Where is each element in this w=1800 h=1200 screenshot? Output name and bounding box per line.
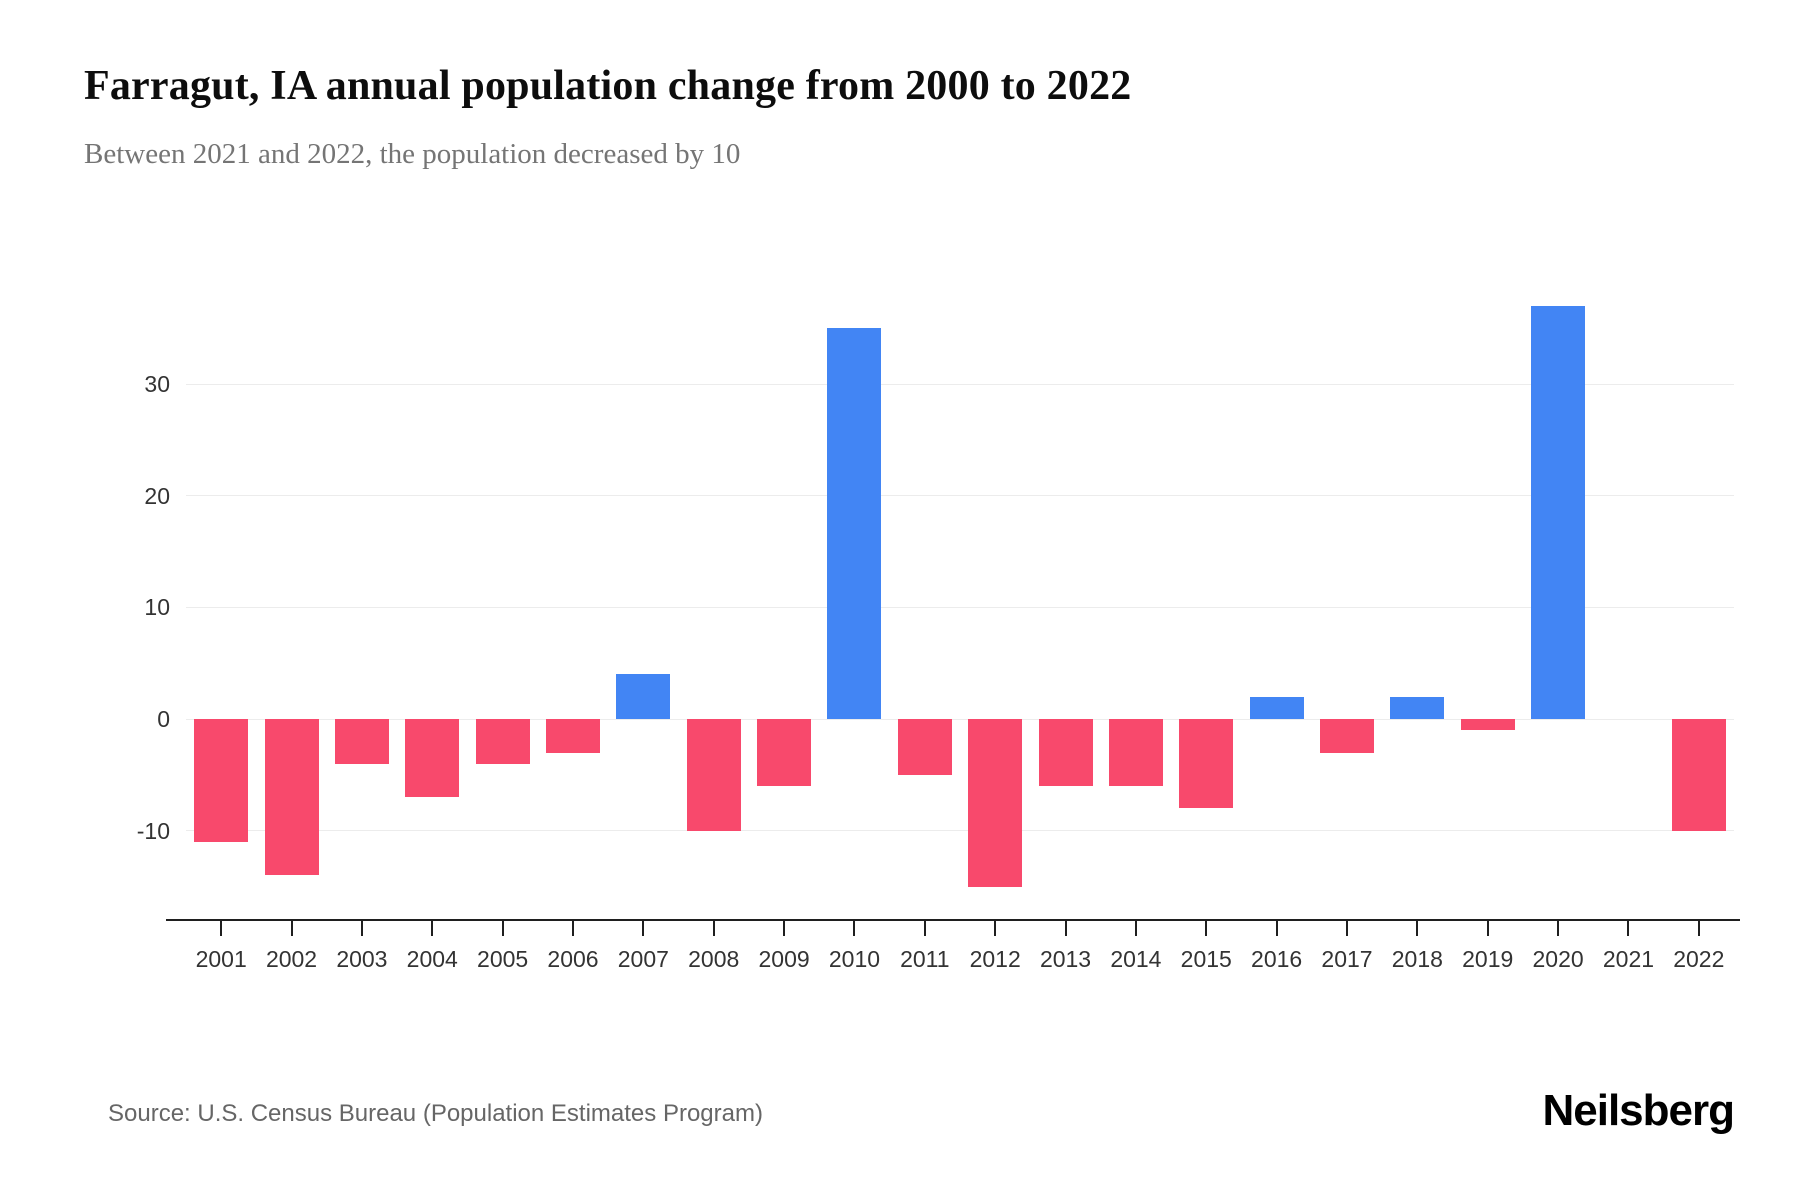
bar-2022 [1671, 719, 1726, 831]
x-axis-label: 2018 [1391, 946, 1443, 972]
bar-2004 [405, 719, 460, 798]
x-axis-label: 2010 [828, 946, 881, 972]
x-axis-label: 2022 [1673, 946, 1725, 972]
y-axis-label: -10 [136, 817, 170, 844]
x-axis-tick [923, 920, 926, 936]
x-axis-tick [220, 920, 223, 936]
bar-2013 [1038, 719, 1093, 786]
x-axis-label: 2017 [1321, 946, 1373, 972]
x-axis-tick [1486, 920, 1489, 936]
x-axis-tick [360, 920, 363, 936]
bar-2003 [334, 719, 389, 764]
bar-2007 [616, 674, 671, 719]
bar-2020 [1531, 305, 1586, 719]
x-axis-tick [853, 920, 856, 936]
y-axis-label: 10 [144, 594, 170, 621]
x-axis-tick [1134, 920, 1137, 936]
x-axis-label: 2003 [336, 946, 388, 972]
x-axis-tick [1557, 920, 1560, 936]
bar-2010 [827, 328, 882, 719]
chart-subtitle: Between 2021 and 2022, the population de… [84, 138, 741, 170]
brand-logo: Neilsberg [1542, 1086, 1735, 1135]
x-axis-label: 2009 [758, 946, 810, 972]
x-axis-label: 2013 [1039, 946, 1092, 972]
bar-2018 [1390, 696, 1445, 719]
bar-2019 [1460, 719, 1515, 731]
x-axis-label: 2019 [1462, 946, 1514, 972]
x-axis-label: 2014 [1110, 946, 1162, 972]
x-axis-line [166, 919, 1740, 921]
x-axis-tick [501, 920, 504, 936]
gridline-10 [186, 606, 1734, 608]
x-axis-tick [1205, 920, 1208, 936]
bar-2011 [897, 719, 952, 775]
gridline-20 [186, 495, 1734, 497]
x-axis-tick [712, 920, 715, 936]
gridline--10 [186, 830, 1734, 832]
chart-title: Farragut, IA annual population change fr… [84, 63, 1132, 109]
bar-2015 [1179, 719, 1234, 809]
bar-chart-plot-area: -10 0 10 20 30 2001 2002 2003 2004 2005 2006 2007 20… [137, 250, 1740, 972]
bar-2014 [1108, 719, 1163, 786]
x-axis-label: 2002 [265, 946, 318, 972]
x-axis-tick [1275, 920, 1278, 936]
x-axis-tick [1627, 920, 1630, 936]
x-axis-label: 2001 [195, 946, 247, 972]
x-axis-tick [572, 920, 574, 936]
bar-2012 [968, 719, 1023, 887]
y-axis-label: 30 [144, 371, 170, 397]
x-axis-tick [431, 920, 434, 936]
x-axis-label: 2021 [1602, 946, 1655, 972]
bar-2002 [264, 719, 319, 876]
x-axis-label: 2016 [1251, 946, 1303, 972]
y-axis-label: 20 [144, 482, 170, 509]
x-axis-label: 2015 [1180, 946, 1232, 972]
x-axis-tick [642, 920, 645, 936]
y-axis-label: 0 [157, 706, 170, 732]
gridline-30 [186, 383, 1734, 385]
x-axis-label: 2020 [1532, 946, 1584, 972]
bar-2009 [757, 719, 812, 786]
x-axis-label: 2012 [969, 946, 1021, 972]
x-axis-label: 2007 [617, 946, 669, 972]
bar-2016 [1249, 696, 1304, 719]
x-axis-tick [994, 920, 997, 936]
x-axis-label: 2004 [406, 946, 458, 972]
x-axis-tick [1346, 920, 1348, 936]
bar-2008 [686, 719, 741, 831]
x-axis-tick [1416, 920, 1419, 936]
bar-2001 [194, 719, 249, 842]
x-axis-label: 2005 [477, 946, 529, 972]
x-axis-label: 2011 [900, 946, 950, 972]
gridline-0 [186, 718, 1734, 720]
x-axis-tick [1697, 920, 1700, 936]
bar-2017 [1320, 719, 1374, 753]
x-axis-tick [783, 920, 786, 936]
x-axis-tick [1064, 920, 1067, 936]
bar-2006 [546, 719, 600, 753]
x-axis-label: 2008 [688, 946, 740, 972]
source-note: Source: U.S. Census Bureau (Population E… [108, 1100, 763, 1127]
bar-2005 [475, 719, 530, 764]
x-axis-tick [290, 920, 293, 936]
x-axis-label: 2006 [547, 946, 599, 972]
